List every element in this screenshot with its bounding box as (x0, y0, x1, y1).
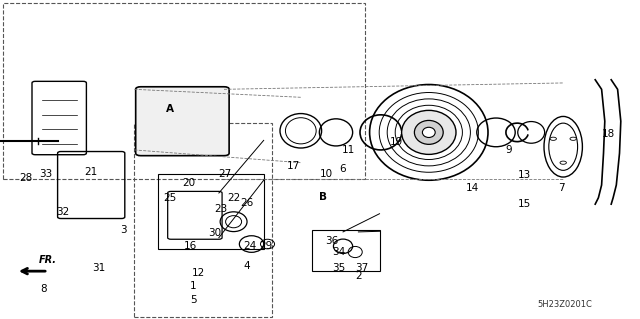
Text: 16: 16 (184, 241, 197, 251)
Text: 33: 33 (40, 169, 52, 179)
Text: 8: 8 (40, 284, 47, 294)
Text: 19: 19 (390, 137, 403, 147)
Text: 26: 26 (240, 197, 253, 208)
Circle shape (570, 137, 577, 140)
Ellipse shape (422, 127, 435, 137)
Text: FR.: FR. (38, 256, 56, 265)
Text: 21: 21 (84, 167, 97, 177)
Text: 31: 31 (93, 263, 106, 273)
Text: B: B (319, 192, 327, 202)
Text: 5: 5 (190, 295, 196, 305)
Ellipse shape (415, 121, 444, 145)
Text: 15: 15 (518, 199, 531, 209)
Text: 1: 1 (190, 280, 196, 291)
Text: 18: 18 (602, 129, 614, 139)
Text: 12: 12 (192, 268, 205, 278)
Text: 10: 10 (320, 169, 333, 179)
Text: 23: 23 (214, 204, 227, 214)
Text: 11: 11 (342, 145, 355, 155)
FancyBboxPatch shape (136, 87, 229, 156)
Text: 34: 34 (333, 247, 346, 257)
Text: 7: 7 (559, 183, 565, 193)
Text: 30: 30 (208, 228, 221, 238)
Text: 14: 14 (466, 183, 479, 193)
Text: 2: 2 (355, 271, 362, 281)
Text: 25: 25 (163, 193, 176, 203)
Circle shape (550, 137, 556, 140)
Text: 22: 22 (227, 193, 240, 203)
Text: 24: 24 (243, 241, 256, 251)
Text: 27: 27 (219, 169, 232, 179)
Text: 20: 20 (182, 178, 195, 189)
Text: 5H23Z0201C: 5H23Z0201C (538, 300, 593, 309)
Text: 6: 6 (339, 164, 346, 174)
Text: 32: 32 (56, 207, 69, 217)
Text: 35: 35 (333, 263, 346, 273)
Text: 17: 17 (287, 161, 300, 171)
Text: 37: 37 (355, 263, 368, 273)
Text: A: A (166, 104, 174, 114)
Text: 9: 9 (506, 145, 512, 155)
Text: 36: 36 (325, 236, 338, 246)
Text: 3: 3 (120, 225, 127, 235)
Ellipse shape (402, 110, 456, 154)
Text: 29: 29 (259, 241, 272, 251)
Text: 4: 4 (243, 261, 250, 271)
Circle shape (560, 161, 566, 164)
Text: 28: 28 (19, 173, 32, 183)
Text: 13: 13 (518, 170, 531, 181)
